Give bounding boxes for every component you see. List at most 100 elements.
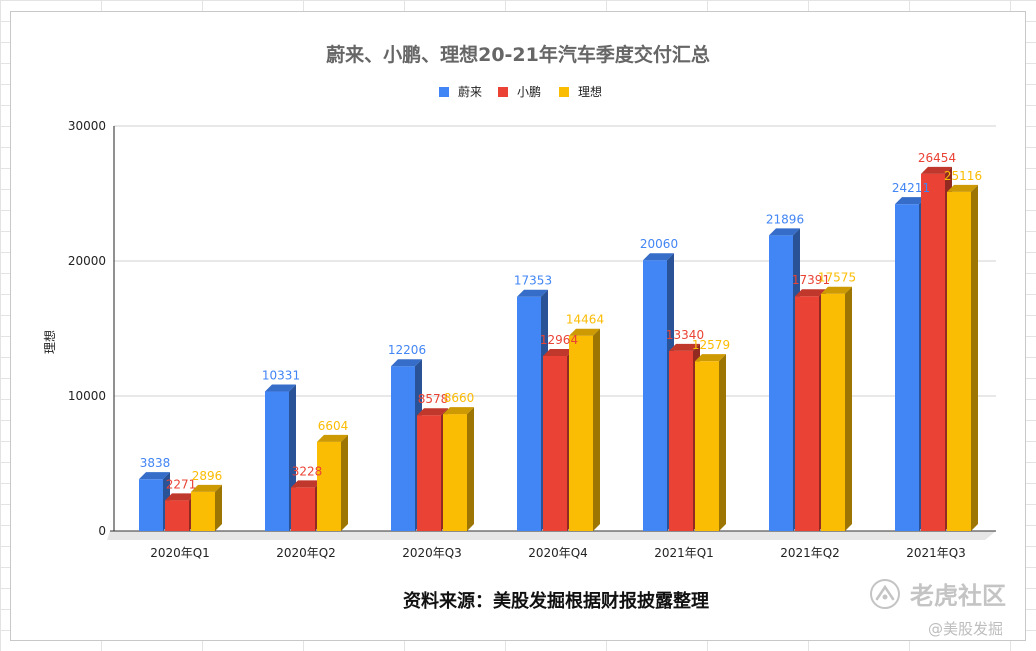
bar-side-0-2 <box>215 484 222 531</box>
data-label-3-2: 14464 <box>566 313 604 327</box>
y-axis: 0 10000 20000 30000 <box>68 119 115 538</box>
tiger-community-logo-icon <box>870 579 900 609</box>
legend-swatch-0 <box>439 87 449 97</box>
bar-1-0 <box>265 384 296 531</box>
bar-top-2-2 <box>443 407 474 415</box>
data-label-0-1: 2271 <box>166 477 197 491</box>
bar-top-4-1 <box>669 343 700 351</box>
bar-front-2-0 <box>391 366 415 531</box>
watermark-brand: 老虎社区 <box>910 582 1006 610</box>
bar-front-2-1 <box>417 415 441 531</box>
bar-front-5-0 <box>769 235 793 532</box>
bar-top-2-1 <box>417 408 448 416</box>
source-note: 资料来源：美股发掘根据财报披露整理 <box>403 590 709 612</box>
y-tick-label-0: 0 <box>98 524 106 538</box>
bar-side-6-2 <box>971 184 978 531</box>
bar-top-1-2 <box>317 434 348 442</box>
bar-front-1-0 <box>265 391 289 531</box>
x-tick-label-4: 2021年Q1 <box>654 546 714 560</box>
data-label-0-2: 2896 <box>192 469 223 483</box>
legend-label-2: 理想 <box>578 84 602 99</box>
bar-top-4-2 <box>695 354 726 362</box>
x-tick-label-0: 2020年Q1 <box>150 546 210 560</box>
data-label-1-1: 3228 <box>292 464 323 478</box>
chart-legend: 蔚来 小鹏 理想 <box>439 84 602 99</box>
bar-front-4-0 <box>643 260 667 531</box>
y-tick-label-10000: 10000 <box>68 389 106 403</box>
watermark: 老虎社区 @美股发掘 <box>868 576 1028 646</box>
bar-top-0-0 <box>139 472 170 480</box>
bar-front-5-1 <box>795 296 819 531</box>
bar-top-5-0 <box>769 228 800 236</box>
legend-label-0: 蔚来 <box>458 85 482 99</box>
data-label-2-1: 8578 <box>418 392 449 406</box>
data-label-3-0: 17353 <box>514 274 552 288</box>
bar-top-0-2 <box>191 484 222 492</box>
bar-front-3-2 <box>569 335 593 531</box>
data-label-4-2: 12579 <box>692 338 730 352</box>
bar-top-3-2 <box>569 328 600 336</box>
data-label-5-0: 21896 <box>766 212 804 226</box>
data-label-1-2: 6604 <box>318 419 349 433</box>
bar-top-5-2 <box>821 286 852 294</box>
bar-top-5-1 <box>795 289 826 297</box>
data-label-0-0: 3838 <box>140 456 171 470</box>
bar-front-6-2 <box>947 191 971 531</box>
data-label-2-0: 12206 <box>388 343 426 357</box>
watermark-handle: @美股发掘 <box>928 620 1004 638</box>
x-tick-label-2: 2020年Q3 <box>402 546 462 560</box>
bar-0-1 <box>165 493 196 531</box>
bar-side-4-2 <box>719 354 726 531</box>
bar-front-4-1 <box>669 350 693 531</box>
y-tick-label-20000: 20000 <box>68 254 106 268</box>
bar-top-3-1 <box>543 348 574 356</box>
bars-layer <box>139 166 978 532</box>
chart-floor <box>107 530 996 540</box>
bar-0-2 <box>191 484 222 531</box>
bar-front-6-0 <box>895 204 919 532</box>
data-label-4-0: 20060 <box>640 237 678 251</box>
bar-5-2 <box>821 286 852 531</box>
y-tick-label-30000: 30000 <box>68 119 106 133</box>
bar-2-2 <box>443 407 474 531</box>
data-label-5-1: 17391 <box>792 273 830 287</box>
data-label-6-0: 24211 <box>892 181 930 195</box>
floor-plane <box>107 531 996 540</box>
bar-front-5-2 <box>821 293 845 531</box>
y-axis-label: 理想 <box>42 330 57 354</box>
bar-top-3-0 <box>517 289 548 297</box>
data-label-1-0: 10331 <box>262 369 300 383</box>
bar-6-2 <box>947 184 978 531</box>
data-label-2-2: 8660 <box>444 391 475 405</box>
bar-front-0-0 <box>139 479 163 531</box>
x-tick-label-6: 2021年Q3 <box>906 546 966 560</box>
data-label-4-1: 13340 <box>666 328 704 342</box>
chart-card: 蔚来、小鹏、理想20-21年汽车季度交付汇总 蔚来 小鹏 理想 0 10000 2000… <box>10 11 1026 641</box>
bar-top-4-0 <box>643 253 674 261</box>
bar-front-2-2 <box>443 414 467 531</box>
x-tick-label-1: 2020年Q2 <box>276 546 336 560</box>
bar-side-5-2 <box>845 286 852 531</box>
chart-title: 蔚来、小鹏、理想20-21年汽车季度交付汇总 <box>326 43 710 66</box>
x-tick-label-3: 2020年Q4 <box>528 546 588 560</box>
bar-0-0 <box>139 472 170 531</box>
bar-top-1-1 <box>291 480 322 488</box>
bar-front-4-2 <box>695 361 719 531</box>
bar-side-1-2 <box>341 434 348 531</box>
bar-top-6-1 <box>921 166 952 174</box>
bar-front-6-1 <box>921 173 945 531</box>
legend-swatch-2 <box>559 87 569 97</box>
bar-top-6-0 <box>895 197 926 205</box>
bar-top-1-0 <box>265 384 296 392</box>
data-label-5-2: 17575 <box>818 271 856 285</box>
bar-front-1-2 <box>317 441 341 531</box>
data-label-6-2: 25116 <box>944 169 982 183</box>
bar-1-2 <box>317 434 348 531</box>
bar-side-3-2 <box>593 328 600 531</box>
bar-4-2 <box>695 354 726 531</box>
legend-label-1: 小鹏 <box>517 85 541 99</box>
data-label-3-1: 12964 <box>540 333 578 347</box>
bar-front-3-0 <box>517 296 541 531</box>
bar-front-1-1 <box>291 487 315 531</box>
